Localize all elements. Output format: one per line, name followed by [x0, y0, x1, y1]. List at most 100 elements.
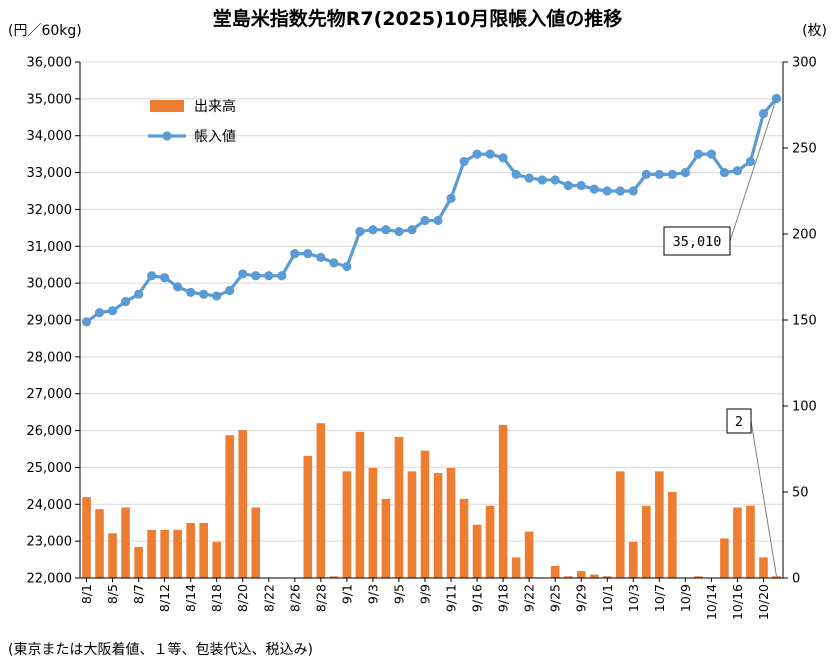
volume-bar: [694, 576, 703, 578]
price-point: [654, 169, 664, 180]
volume-bar: [459, 498, 469, 578]
volume-bar: [472, 524, 482, 578]
price-point: [81, 317, 92, 327]
category-tick-label: 9/18: [496, 584, 511, 612]
volume-bar: [160, 529, 169, 578]
price-callout-label: 35,010: [673, 234, 722, 250]
right-tick-label: 150: [792, 314, 817, 329]
volume-bar: [628, 541, 638, 578]
category-tick-label: 10/9: [678, 584, 693, 612]
right-tick-label: 100: [792, 400, 817, 415]
volume-bar: [759, 557, 768, 578]
volume-bar: [147, 529, 156, 578]
right-tick-label: 0: [792, 572, 800, 587]
volume-bar: [524, 531, 534, 578]
legend-label-volume: 出来高: [194, 98, 236, 115]
price-point: [667, 169, 677, 180]
category-tick-label: 8/7: [131, 584, 146, 604]
price-point: [381, 225, 391, 235]
price-point: [550, 175, 560, 185]
price-point: [329, 258, 339, 268]
category-tick-label: 10/7: [652, 584, 667, 612]
price-point: [472, 149, 482, 159]
category-tick-label: 8/1: [79, 584, 94, 604]
volume-bar: [446, 467, 456, 578]
price-point: [277, 271, 287, 281]
volume-bar: [589, 574, 599, 578]
left-tick-label: 34,000: [27, 129, 73, 144]
price-point: [407, 225, 417, 235]
price-point: [563, 180, 573, 191]
left-axis-unit: (円／60kg): [8, 23, 82, 39]
price-point: [758, 109, 769, 119]
price-point: [186, 287, 196, 297]
volume-bar: [394, 436, 404, 578]
category-tick-label: 9/29: [574, 584, 589, 612]
left-tick-label: 27,000: [27, 387, 73, 402]
price-point: [732, 166, 743, 176]
right-axis-unit: (枚): [802, 23, 827, 39]
volume-bar: [82, 497, 91, 578]
category-tick-label: 8/28: [313, 584, 328, 612]
category-tick-label: 8/14: [183, 584, 198, 612]
price-callout-box: [663, 226, 731, 256]
volume-bar: [485, 505, 495, 578]
volume-bar: [368, 467, 378, 578]
volume-bar: [642, 505, 651, 578]
volume-bar: [433, 473, 443, 578]
category-tick-label: 9/9: [417, 584, 432, 604]
category-tick-label: 8/5: [105, 584, 120, 604]
category-tick-label: 10/14: [704, 584, 719, 620]
price-callout-leader: [729, 98, 777, 242]
category-tick-label: 9/16: [470, 584, 485, 612]
gridlines: [80, 61, 783, 579]
volume-callout-leader: [750, 420, 777, 577]
price-point: [589, 184, 599, 194]
price-point: [745, 156, 756, 167]
price-point: [212, 291, 222, 301]
price-point: [485, 149, 495, 159]
volume-bar: [655, 471, 664, 578]
left-tick-label: 28,000: [27, 350, 73, 365]
left-tick-label: 33,000: [27, 166, 73, 181]
category-tick-label: 8/20: [235, 584, 250, 612]
price-point: [615, 186, 625, 196]
volume-bar: [720, 538, 729, 578]
price-point: [316, 252, 326, 262]
volume-bar: [668, 492, 677, 578]
left-tick-label: 30,000: [27, 277, 73, 292]
axes: [75, 61, 788, 582]
category-tick-label: 10/1: [600, 584, 615, 612]
right-tick-label: 300: [792, 56, 817, 71]
volume-bar: [772, 576, 781, 578]
price-point: [173, 282, 183, 292]
volume-bar: [746, 505, 755, 578]
legend-swatch-price-point: [162, 131, 172, 141]
volume-bar: [173, 529, 182, 578]
price-point: [446, 193, 456, 203]
left-tick-label: 36,000: [27, 56, 73, 71]
category-tick-label: 9/25: [548, 584, 563, 612]
price-point: [264, 271, 274, 281]
price-point: [641, 169, 651, 180]
price-point: [303, 249, 313, 259]
price-point: [524, 173, 534, 183]
price-point: [290, 249, 300, 259]
category-tick-label: 8/12: [157, 584, 172, 612]
price-point: [576, 180, 586, 191]
volume-bar: [420, 450, 430, 578]
price-point: [107, 306, 118, 316]
volume-bar: [342, 471, 352, 578]
price-point: [225, 285, 235, 296]
volume-bar: [563, 576, 573, 578]
price-point: [680, 167, 690, 178]
price-line-layer: [81, 93, 782, 327]
volume-bar: [381, 498, 391, 578]
price-point: [120, 296, 131, 307]
left-tick-label: 23,000: [27, 535, 73, 550]
right-tick-label: 200: [792, 228, 817, 243]
left-tick-label: 29,000: [27, 314, 73, 329]
volume-bar: [407, 471, 417, 578]
